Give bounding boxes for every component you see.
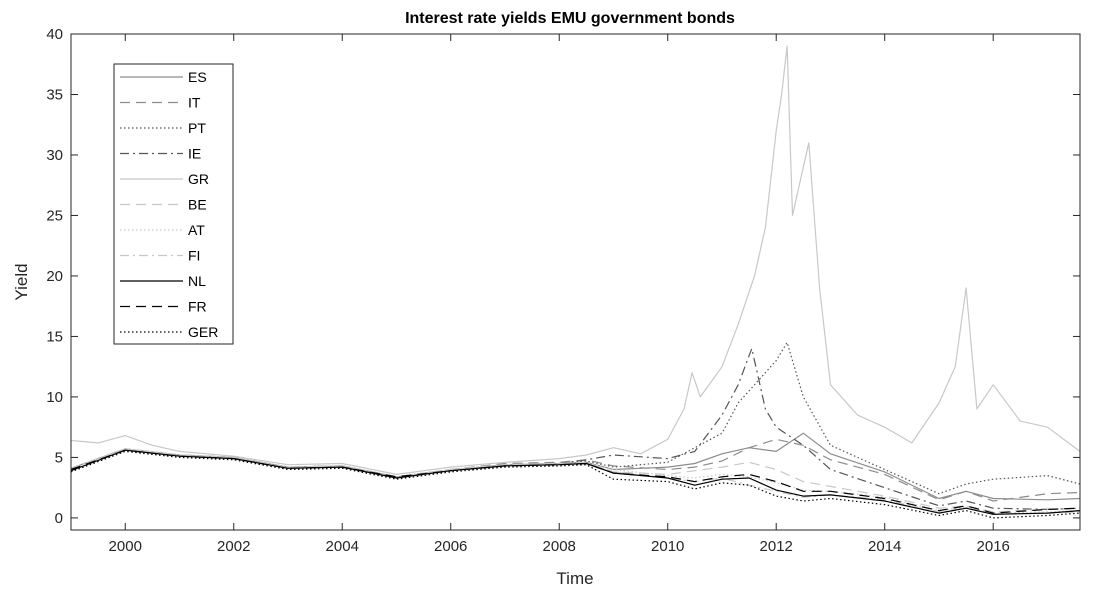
y-tick-label: 15 <box>46 328 63 345</box>
chart-title: Interest rate yields EMU government bond… <box>405 10 735 27</box>
series-line-fi <box>70 448 1081 515</box>
y-tick-label: 30 <box>46 147 63 164</box>
y-tick-label: 10 <box>46 389 63 406</box>
y-tick-label: 35 <box>46 86 63 103</box>
x-axis: 2000 2002 2004 2006 2008 2010 2012 2014 2016 <box>109 34 1010 555</box>
series-line-fr <box>70 449 1081 514</box>
legend: ES IT PT IE GR BE AT FI NL FR GER <box>113 63 234 345</box>
legend-label-gr: GR <box>188 171 209 187</box>
x-axis-label: Time <box>556 569 593 588</box>
legend-label-es: ES <box>188 69 207 85</box>
y-tick-label: 5 <box>55 449 63 466</box>
y-tick-label: 20 <box>46 268 63 285</box>
x-tick-label: 2000 <box>109 538 142 555</box>
x-tick-label: 2016 <box>977 538 1010 555</box>
series-line-ie <box>70 347 1081 510</box>
y-tick-label: 0 <box>55 510 63 527</box>
y-axis-label: Yield <box>12 263 31 300</box>
series-line-es <box>70 432 1081 501</box>
series-line-gr <box>70 45 1081 475</box>
x-tick-label: 2006 <box>434 538 467 555</box>
x-tick-label: 2008 <box>543 538 576 555</box>
x-tick-label: 2002 <box>217 538 250 555</box>
series-line-it <box>70 438 1081 502</box>
x-tick-label: 2010 <box>651 538 684 555</box>
x-tick-label: 2012 <box>760 538 793 555</box>
legend-label-it: IT <box>188 95 201 111</box>
y-tick-label: 40 <box>46 26 63 43</box>
x-tick-label: 2004 <box>326 538 359 555</box>
legend-label-fr: FR <box>188 299 207 315</box>
y-axis: 0 5 10 15 20 25 30 35 40 <box>46 26 1080 527</box>
series-line-nl <box>70 449 1081 515</box>
legend-label-ie: IE <box>188 146 201 162</box>
legend-label-fi: FI <box>188 248 200 264</box>
legend-label-at: AT <box>188 222 205 238</box>
legend-label-nl: NL <box>188 273 206 289</box>
series-group <box>70 45 1081 519</box>
legend-label-ger: GER <box>188 324 218 340</box>
x-tick-label: 2014 <box>868 538 901 555</box>
series-line-be <box>70 448 1081 513</box>
series-line-ger <box>70 450 1081 519</box>
legend-label-pt: PT <box>188 120 206 136</box>
series-line-at <box>70 448 1081 514</box>
plot-area-frame <box>70 33 1081 531</box>
y-tick-label: 25 <box>46 207 63 224</box>
series-line-pt <box>70 341 1081 495</box>
legend-label-be: BE <box>188 197 207 213</box>
